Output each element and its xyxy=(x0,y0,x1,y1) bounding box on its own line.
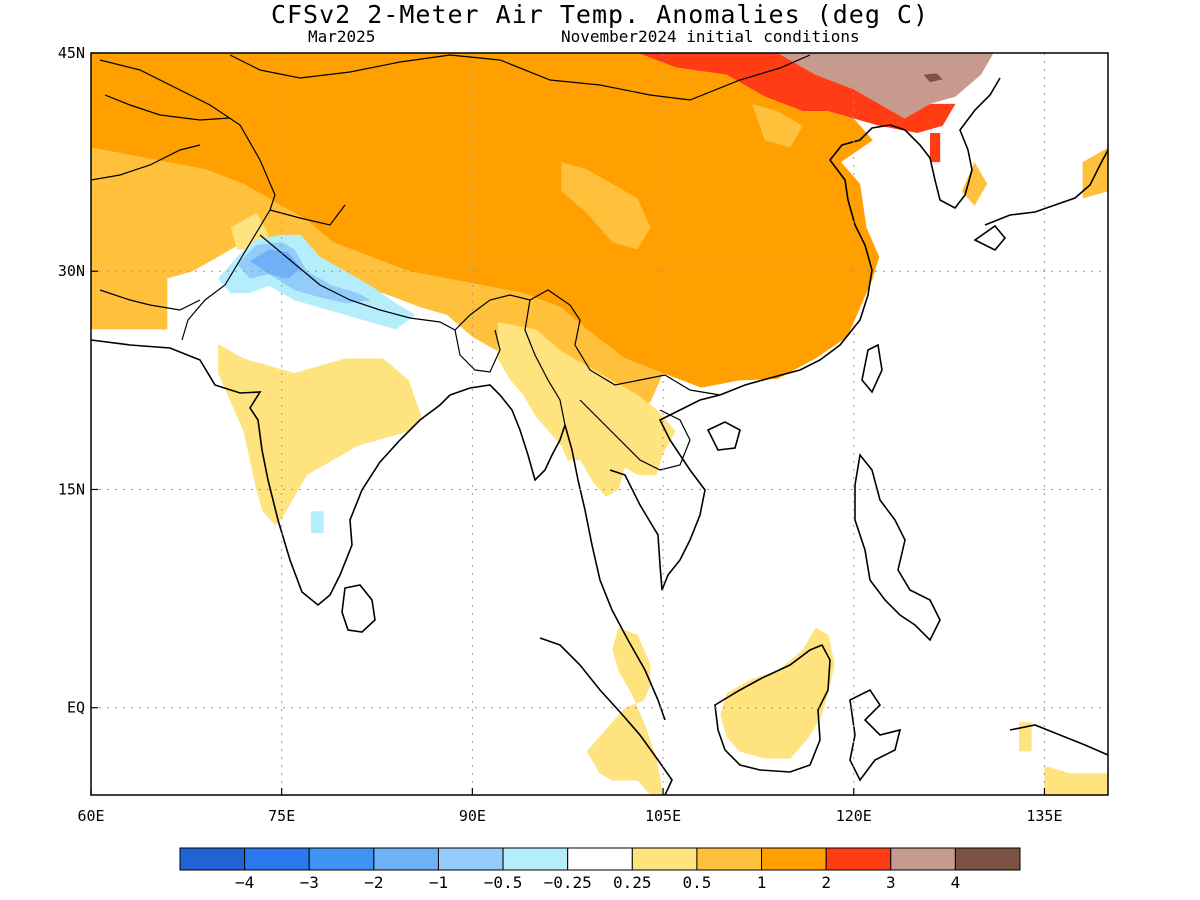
colorbar-swatch xyxy=(567,847,633,871)
country-border xyxy=(269,204,346,226)
coastline xyxy=(984,149,1108,226)
anomaly-region xyxy=(218,344,422,526)
axis-ticks: 60E 75E 90E 105E 120E 135E 45N 30N 15N EQ xyxy=(58,44,1063,825)
anomaly-region xyxy=(1019,722,1032,752)
coastline xyxy=(609,394,721,591)
coastline xyxy=(854,453,941,642)
colorbar-swatch xyxy=(761,847,827,871)
country-border xyxy=(91,144,201,181)
anomaly-region xyxy=(249,249,301,279)
country-border xyxy=(99,59,276,341)
lon-tick-label: 135E xyxy=(1026,807,1062,825)
colorbar-label: 3 xyxy=(886,873,896,892)
lon-tick-label: 90E xyxy=(459,807,486,825)
anomaly-region xyxy=(923,73,943,83)
colorbar: −4 −3 −2 −1 −0.5 −0.25 0.25 0.5 1 2 3 4 xyxy=(179,847,1021,892)
colorbar-label: −0.25 xyxy=(544,873,592,892)
colorbar-label: 0.25 xyxy=(613,873,652,892)
lon-tick-label: 120E xyxy=(836,807,872,825)
lat-tick-label: EQ xyxy=(67,699,85,717)
anomaly-region xyxy=(497,322,676,497)
country-border xyxy=(229,54,811,101)
colorbar-swatch xyxy=(437,847,504,871)
anomaly-fill-layer xyxy=(91,53,1108,795)
colorbar-swatch xyxy=(631,847,698,871)
map-frame xyxy=(90,52,1109,796)
colorbar-label: −2 xyxy=(364,873,383,892)
coastline xyxy=(714,643,831,773)
anomaly-region xyxy=(720,627,835,759)
country-border xyxy=(454,329,501,373)
coastline-layer xyxy=(91,54,1108,795)
anomaly-region xyxy=(91,53,880,388)
anomaly-region xyxy=(561,162,651,250)
anomaly-region xyxy=(930,133,941,163)
colorbar-swatch xyxy=(308,847,375,871)
country-border xyxy=(104,94,231,121)
country-border xyxy=(524,299,566,426)
colorbar-swatch xyxy=(502,847,569,871)
anomaly-region xyxy=(637,53,956,133)
coastline xyxy=(449,384,566,482)
colorbar-label: 2 xyxy=(821,873,831,892)
valid-month: Mar2025 xyxy=(308,27,376,46)
lon-tick-label: 60E xyxy=(77,807,104,825)
colorbar-swatch xyxy=(373,847,439,871)
coastline xyxy=(564,424,666,721)
colorbar-label: −1 xyxy=(429,873,448,892)
colorbar-swatch xyxy=(244,847,310,871)
colorbar-label: −4 xyxy=(235,873,254,892)
lat-tick-label: 45N xyxy=(58,44,85,62)
coastline xyxy=(719,124,906,396)
anomaly-region xyxy=(1044,765,1108,795)
initial-conditions: November2024 initial conditions xyxy=(561,27,860,46)
country-border xyxy=(259,234,721,396)
colorbar-label: 1 xyxy=(757,873,767,892)
colorbar-swatch xyxy=(890,847,956,871)
coastline xyxy=(973,224,1007,251)
anomaly-region xyxy=(961,162,988,206)
coastline xyxy=(706,421,741,451)
coastline xyxy=(904,77,1001,210)
anomaly-region xyxy=(310,511,324,534)
lon-tick-label: 105E xyxy=(645,807,681,825)
coastline xyxy=(91,339,451,607)
lat-tick-label: 30N xyxy=(58,262,85,280)
country-border xyxy=(99,289,201,311)
country-border xyxy=(579,399,691,471)
gridlines xyxy=(91,53,1108,795)
coastline xyxy=(1009,724,1108,756)
colorbar-label: 0.5 xyxy=(682,873,711,892)
anomaly-region xyxy=(777,53,994,119)
chart-title: CFSv2 2-Meter Air Temp. Anomalies (deg C… xyxy=(270,0,930,29)
coastline xyxy=(539,637,673,795)
colorbar-swatch xyxy=(696,847,763,871)
lon-tick-label: 75E xyxy=(268,807,295,825)
colorbar-label: 4 xyxy=(951,873,961,892)
colorbar-swatch xyxy=(179,847,246,871)
colorbar-label: −3 xyxy=(300,873,319,892)
colorbar-swatch xyxy=(825,847,892,871)
lat-tick-label: 15N xyxy=(58,480,85,498)
colorbar-swatch xyxy=(954,847,1021,871)
coastline xyxy=(341,584,376,633)
anomaly-region xyxy=(752,103,803,148)
coastline xyxy=(861,343,883,394)
coastline xyxy=(849,688,902,782)
colorbar-label: −0.5 xyxy=(484,873,523,892)
